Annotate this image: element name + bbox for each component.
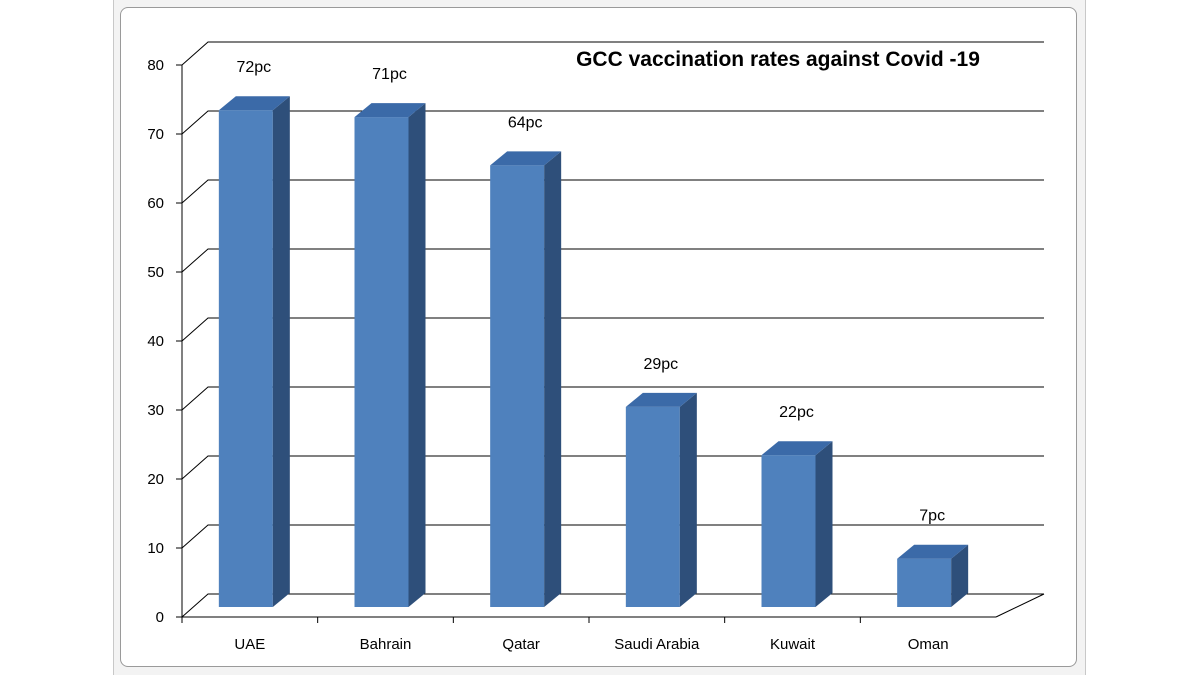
y-tick-label: 70 <box>147 126 164 143</box>
gridline <box>181 317 1044 342</box>
axes <box>176 64 1045 623</box>
x-tick-label: UAE <box>234 636 265 653</box>
bar <box>218 96 290 607</box>
data-label: 22pc <box>779 404 814 421</box>
gridlines <box>181 41 1044 618</box>
y-tick-label: 40 <box>147 333 164 350</box>
x-tick-label: Kuwait <box>770 636 816 653</box>
labels: 0 10 20 30 40 50 60 70 80 UAE 72pc Bahrain 71pc Qatar… <box>147 57 948 653</box>
chart-title: GCC vaccination rates against Covid -19 <box>576 48 980 71</box>
bar-front <box>897 558 952 607</box>
bar-side <box>544 151 562 607</box>
bar <box>490 151 562 607</box>
gridline <box>181 524 1044 549</box>
y-tick-label: 10 <box>147 540 164 557</box>
bar-front <box>354 117 409 607</box>
bars <box>218 96 969 607</box>
data-label: 7pc <box>919 508 945 525</box>
gridline <box>181 179 1044 204</box>
bar-top <box>761 441 833 456</box>
bar-top <box>897 544 969 559</box>
bar-side <box>815 441 833 607</box>
bar-side <box>408 103 426 607</box>
floor-right-edge <box>995 593 1045 618</box>
gridline <box>181 248 1044 273</box>
y-tick-label: 60 <box>147 195 164 212</box>
bar <box>897 544 969 607</box>
x-tick-label: Oman <box>908 636 949 653</box>
bar-side <box>951 544 969 607</box>
bar-side <box>272 96 290 607</box>
bar-front <box>761 455 816 607</box>
bar-top <box>490 151 562 166</box>
y-tick-label: 20 <box>147 471 164 488</box>
bar-front <box>625 406 680 607</box>
x-tick-label: Qatar <box>502 636 540 653</box>
gridline <box>181 110 1044 135</box>
data-label: 64pc <box>508 114 543 131</box>
data-label: 72pc <box>236 59 271 76</box>
bar <box>625 392 697 607</box>
y-tick-label: 80 <box>147 57 164 74</box>
bar <box>761 441 833 607</box>
data-label: 29pc <box>643 356 678 373</box>
bar-top <box>218 96 290 111</box>
bar-front <box>218 110 273 607</box>
y-tick-label: 50 <box>147 264 164 281</box>
bar-front <box>490 165 545 607</box>
gridline <box>181 455 1044 480</box>
bar-top <box>354 103 426 118</box>
gridline <box>181 386 1044 411</box>
x-tick-label: Saudi Arabia <box>614 636 700 653</box>
bar <box>354 103 426 607</box>
y-tick-label: 30 <box>147 402 164 419</box>
x-tick-label: Bahrain <box>360 636 412 653</box>
gridline <box>181 41 1044 66</box>
data-label: 71pc <box>372 66 407 83</box>
bar-side <box>679 392 697 607</box>
y-tick-label: 0 <box>156 609 164 626</box>
bar-top <box>625 392 697 407</box>
